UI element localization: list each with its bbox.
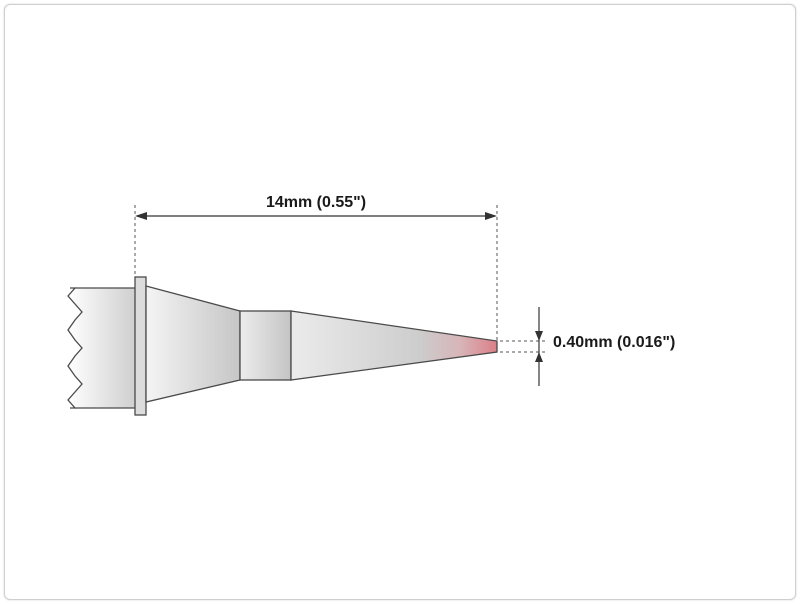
length-dimension-label: 14mm (0.55") bbox=[266, 194, 366, 211]
tip-shaft bbox=[67, 287, 135, 409]
tip-cone bbox=[145, 285, 241, 403]
length-dimension bbox=[134, 205, 498, 341]
diameter-dimension bbox=[500, 307, 545, 386]
tip-neck bbox=[239, 310, 292, 381]
tip-taper bbox=[290, 310, 498, 381]
diameter-dimension-label: 0.40mm (0.016") bbox=[553, 334, 675, 351]
tip-flange bbox=[134, 276, 147, 416]
